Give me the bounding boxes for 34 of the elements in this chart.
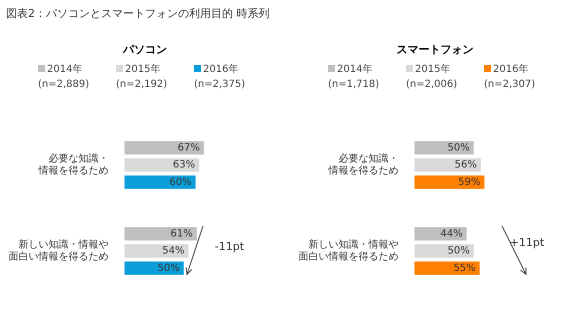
- chart-title: パソコン: [122, 42, 168, 57]
- data-label: 54%: [162, 246, 184, 257]
- legend-label: 2016年 (n=2,307): [484, 63, 536, 92]
- legend-label: 2015年 (n=2,192): [116, 63, 168, 92]
- data-label: 50%: [448, 142, 470, 154]
- data-label: 60%: [169, 176, 192, 188]
- data-label: 55%: [453, 262, 476, 274]
- data-label: 63%: [172, 160, 196, 171]
- y-tick-label: 新しい知識・情報や面白い情報を得るため: [298, 238, 398, 263]
- legend-label: 2016年 (n=2,375): [194, 63, 246, 92]
- data-label: 61%: [170, 228, 193, 240]
- bar: [124, 175, 196, 189]
- text: 図表2：パソコンとスマートフォンの利用目的 時系列: [6, 6, 270, 21]
- data-label: 56%: [454, 160, 477, 171]
- legend-label: 2014年 (n=2,889): [38, 63, 90, 92]
- legend-label: 2014年 (n=1,718): [328, 63, 380, 92]
- data-label: 59%: [458, 176, 480, 188]
- bar: [414, 141, 474, 155]
- bar: [414, 175, 484, 189]
- chart-title: スマートフォン: [396, 42, 474, 57]
- y-tick-label: 必要な知識・情報を得るため: [38, 152, 108, 177]
- legend-label: 2015年 (n=2,006): [406, 63, 458, 92]
- data-label: 50%: [448, 246, 470, 257]
- data-label: 67%: [178, 142, 200, 154]
- y-tick-label: 必要な知識・情報を得るため: [328, 152, 398, 177]
- bar: [124, 141, 204, 155]
- bar: [414, 261, 480, 275]
- text: +11pt: [510, 236, 544, 249]
- bar: [124, 261, 184, 275]
- bar: [124, 227, 197, 241]
- data-label: 44%: [440, 228, 463, 240]
- y-tick-label: 新しい知識・情報や面白い情報を得るため: [8, 238, 108, 263]
- data-label: 50%: [158, 262, 180, 274]
- text: -11pt: [214, 240, 244, 254]
